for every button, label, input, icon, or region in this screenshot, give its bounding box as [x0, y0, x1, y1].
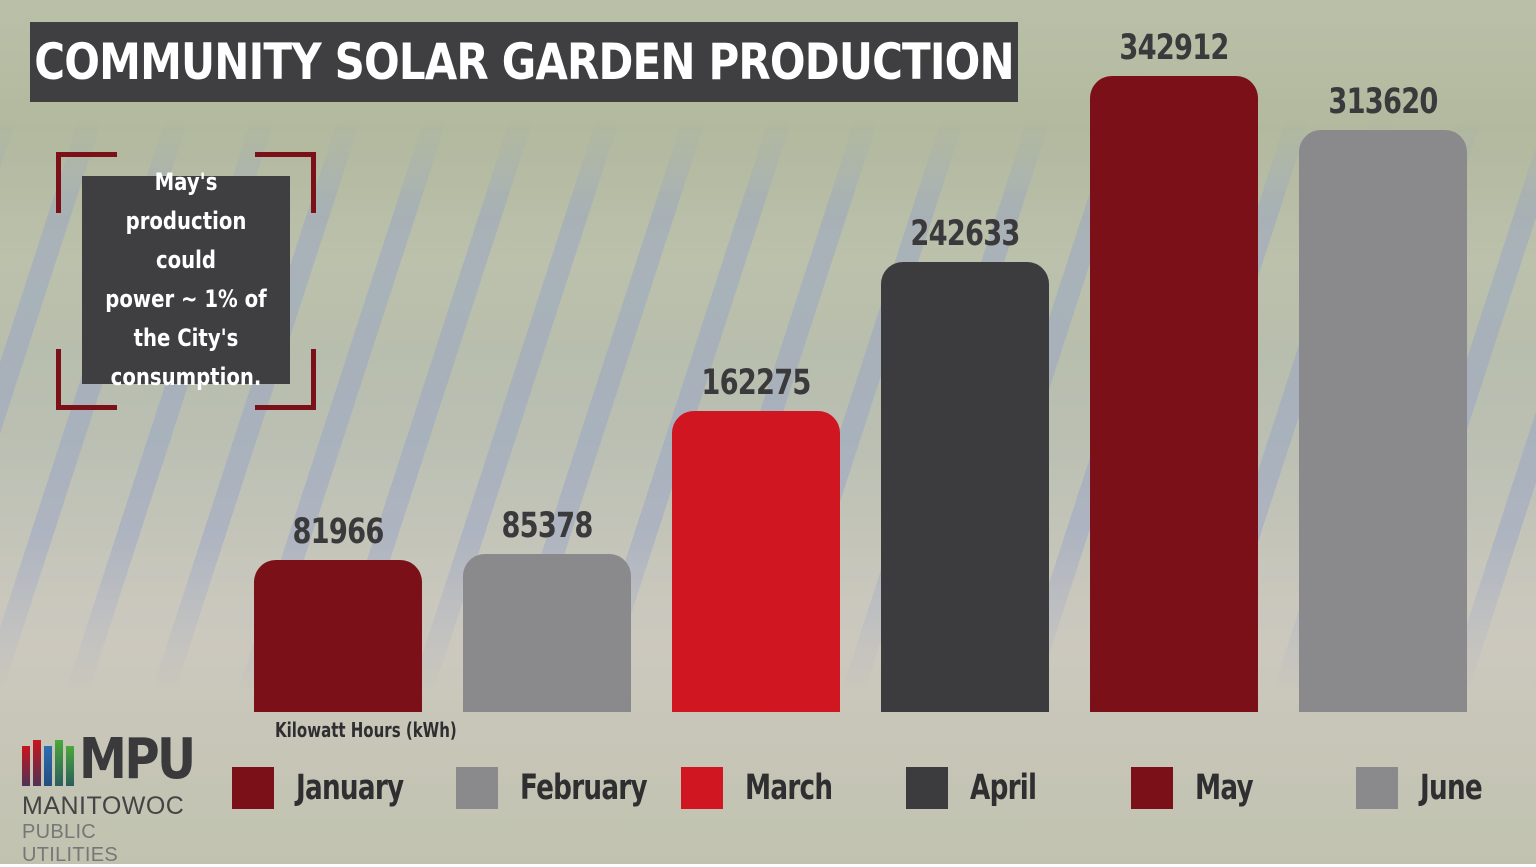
logo-stripe — [66, 746, 74, 786]
y-axis-label: Kilowatt Hours (kWh) — [275, 718, 457, 742]
logo-mark: MPU — [22, 727, 196, 792]
logo-stripe — [55, 740, 63, 786]
bracket-corner-icon — [255, 349, 316, 410]
bar-january — [254, 560, 422, 712]
bar-april — [881, 262, 1049, 712]
mpu-logo: MPU MANITOWOC PUBLIC UTILITIES — [22, 727, 196, 867]
legend-swatch-icon — [456, 767, 498, 809]
bar-value-label: 162275 — [701, 363, 811, 403]
bracket-corner-icon — [56, 349, 117, 410]
logo-stripe — [44, 746, 52, 786]
legend-swatch-icon — [1356, 767, 1398, 809]
legend-label: January — [296, 768, 404, 808]
legend-label: March — [745, 768, 833, 808]
legend-item-april: April — [906, 766, 1058, 810]
bar-value-label: 313620 — [1328, 82, 1438, 122]
legend-swatch-icon — [681, 767, 723, 809]
bar-june — [1299, 130, 1467, 712]
legend-label: May — [1195, 768, 1254, 808]
legend-item-february: February — [456, 766, 689, 810]
logo-stripe — [22, 746, 30, 786]
title-banner: COMMUNITY SOLAR GARDEN PRODUCTION — [30, 22, 1018, 102]
legend-swatch-icon — [906, 767, 948, 809]
legend-label: June — [1420, 768, 1483, 808]
bar-value-label: 85378 — [501, 506, 593, 546]
logo-line1: MANITOWOC — [22, 792, 185, 820]
bar-value-label: 81966 — [292, 512, 384, 552]
legend-item-may: May — [1131, 766, 1272, 810]
legend-swatch-icon — [1131, 767, 1173, 809]
callout: May's production could power ~ 1% of the… — [56, 152, 316, 410]
bar-value-label: 342912 — [1119, 28, 1229, 68]
bracket-corner-icon — [255, 152, 316, 213]
logo-stripes-icon — [22, 740, 77, 786]
logo-mpu-text: MPU — [79, 727, 196, 792]
bracket-corner-icon — [56, 152, 117, 213]
legend-label: April — [970, 768, 1037, 808]
callout-box: May's production could power ~ 1% of the… — [82, 168, 290, 391]
legend-swatch-icon — [232, 767, 274, 809]
logo-stripe — [33, 740, 41, 786]
legend-label: February — [520, 768, 648, 808]
chart-title: COMMUNITY SOLAR GARDEN PRODUCTION — [34, 33, 1014, 91]
legend-item-june: June — [1356, 766, 1503, 810]
logo-line2: PUBLIC UTILITIES — [22, 821, 119, 866]
callout-text: May's production could power ~ 1% of the… — [105, 168, 267, 391]
legend-item-march: March — [681, 766, 861, 810]
bar-february — [463, 554, 631, 712]
legend-item-january: January — [232, 766, 439, 810]
bar-value-label: 242633 — [910, 214, 1020, 254]
bar-may — [1090, 76, 1258, 712]
bar-march — [672, 411, 840, 712]
